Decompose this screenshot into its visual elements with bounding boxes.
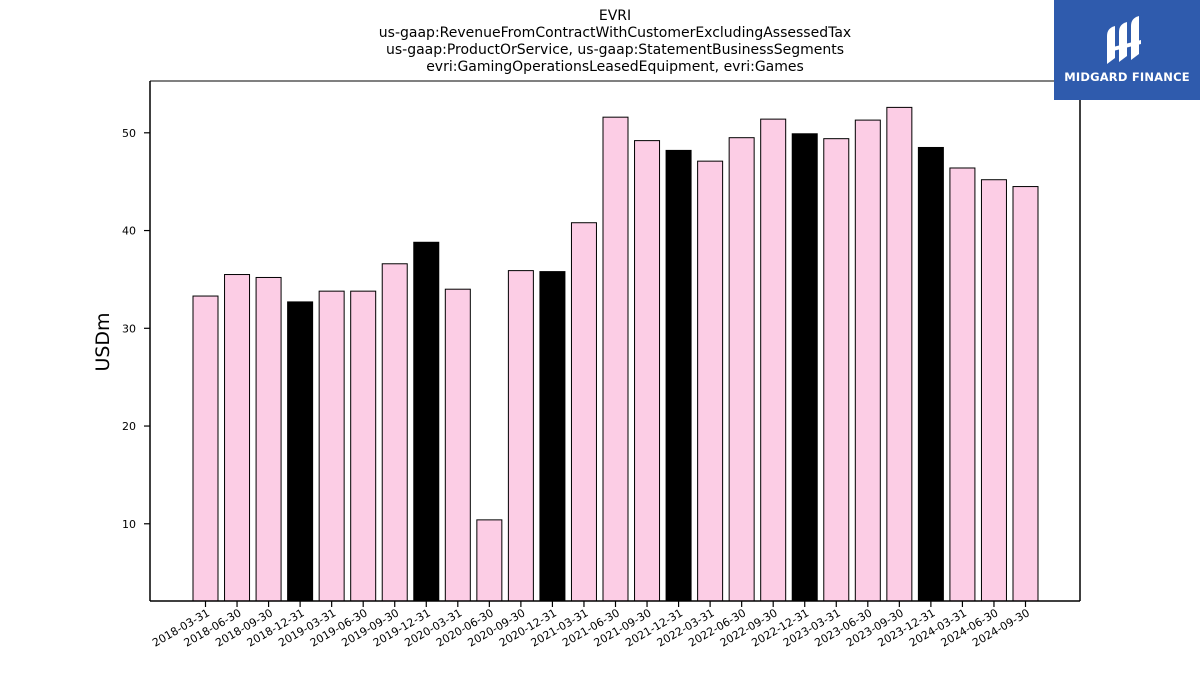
bar [949, 167, 976, 602]
bar [980, 179, 1007, 602]
bar [507, 270, 534, 602]
x-axis-ticks: 2018-03-312018-06-302018-09-302018-12-31… [150, 601, 1032, 650]
y-tick-label: 40 [122, 225, 136, 238]
bar [697, 160, 724, 602]
y-axis-label: USDm [92, 312, 114, 371]
axes [149, 80, 1081, 602]
chart-title: EVRIus-gaap:RevenueFromContractWithCusto… [379, 8, 851, 75]
bar [224, 274, 251, 602]
chart-title-line: EVRI [599, 8, 631, 24]
bar [917, 146, 944, 602]
bar [665, 149, 692, 602]
chart-title-line: us-gaap:ProductOrService, us-gaap:Statem… [386, 42, 844, 58]
y-axis-ticks: 10 20 30 40 50 [122, 127, 150, 531]
bar [318, 290, 345, 602]
y-tick-label: 50 [122, 127, 136, 140]
bar [854, 119, 881, 602]
bar [192, 295, 219, 602]
chart-title-line: us-gaap:RevenueFromContractWithCustomerE… [379, 25, 851, 41]
bar [255, 276, 282, 602]
bar [1012, 186, 1039, 602]
bar [760, 118, 787, 602]
y-tick-label: 10 [122, 518, 136, 531]
bar [823, 138, 850, 602]
bar [791, 133, 818, 602]
y-tick-label: 30 [122, 322, 136, 335]
bar [381, 263, 408, 602]
bar [886, 106, 913, 602]
bar [287, 301, 314, 602]
midgard-finance-logo: MIDGARD FINANCE [1054, 0, 1200, 100]
chart-title-line: evri:GamingOperationsLeasedEquipment, ev… [426, 59, 804, 75]
bar [602, 116, 629, 602]
y-tick-label: 20 [122, 420, 136, 433]
bar [444, 288, 471, 602]
bar [634, 140, 661, 602]
bar [476, 519, 503, 602]
bar [413, 241, 440, 602]
bar [728, 137, 755, 602]
bar [570, 222, 597, 602]
logo-text: MIDGARD FINANCE [1064, 70, 1190, 84]
midgard-logo-icon [1107, 16, 1141, 64]
bar [539, 271, 566, 602]
bar-series [192, 106, 1039, 602]
bar [350, 290, 377, 602]
